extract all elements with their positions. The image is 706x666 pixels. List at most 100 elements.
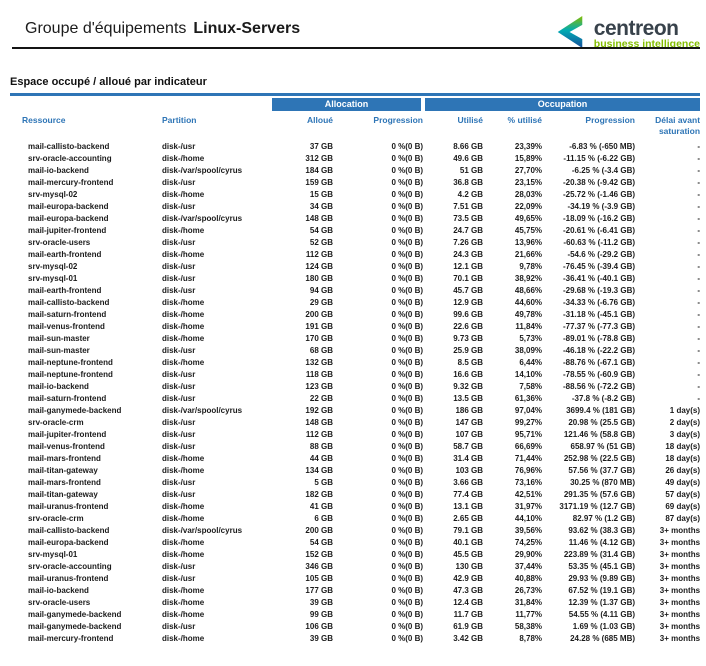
cell-saturation-delay: - [697, 238, 701, 247]
cell-partition: disk-/usr [162, 262, 196, 271]
table-row: mail-mercury-frontend disk-/home 39 GB 0 %(… [10, 633, 700, 645]
cell-partition: disk-/home [162, 610, 205, 619]
table-row: mail-titan-gateway disk-/home 134 GB 0 %(0 … [10, 465, 700, 477]
cell-resource: mail-callisto-backend [28, 526, 110, 535]
cell-allocated: 191 GB [305, 322, 333, 331]
cell-partition: disk-/home [162, 226, 205, 235]
cell-allocated: 52 GB [309, 238, 333, 247]
cell-partition: disk-/home [162, 598, 205, 607]
cell-alloc-progression: 0 %(0 B) [391, 478, 424, 487]
cell-occ-progression: -60.63 % (-11.2 GB) [563, 238, 636, 247]
cell-used-percent: 49,78% [514, 310, 543, 319]
cell-used: 51 GB [459, 166, 484, 175]
cell-occ-progression: -11.15 % (-6.22 GB) [563, 154, 636, 163]
cell-resource: mail-io-backend [28, 166, 89, 175]
logo-text: centreon business intelligence [594, 18, 700, 50]
cell-saturation-delay: - [697, 214, 701, 223]
cell-used-percent: 15,89% [514, 154, 543, 163]
cell-allocated: 15 GB [309, 190, 333, 199]
table-row: mail-io-backend disk-/var/spool/cyrus 184 … [10, 165, 700, 177]
cell-used-percent: 8,78% [519, 634, 543, 643]
cell-used-percent: 38,09% [514, 346, 543, 355]
cell-saturation-delay: 3+ months [659, 586, 701, 595]
table-row: mail-europa-backend disk-/var/spool/cyrus… [10, 213, 700, 225]
cell-occ-progression: -36.41 % (-40.1 GB) [562, 274, 636, 283]
cell-resource: mail-neptune-frontend [28, 358, 113, 367]
cell-alloc-progression: 0 %(0 B) [391, 526, 424, 535]
cell-used: 40.1 GB [453, 538, 484, 547]
cell-resource: mail-mars-frontend [28, 454, 101, 463]
cell-occ-progression: 252.98 % (22.5 GB) [563, 454, 636, 463]
indicator-table: Allocation Occupation Ressource Partitio… [10, 98, 701, 645]
cell-used-percent: 71,44% [514, 454, 543, 463]
cell-resource: mail-sun-master [28, 334, 90, 343]
table-row: mail-mars-frontend disk-/usr 5 GB 0 %(0 B) 3… [10, 477, 700, 489]
column-header-used: Utilisé [457, 115, 484, 125]
cell-resource: mail-europa-backend [28, 538, 109, 547]
cell-used: 7.26 GB [453, 238, 484, 247]
cell-resource: mail-callisto-backend [28, 298, 110, 307]
cell-occ-progression: -76.45 % (-39.4 GB) [562, 262, 636, 271]
cell-allocated: 132 GB [305, 358, 333, 367]
cell-partition: disk-/usr [162, 562, 196, 571]
cell-resource: mail-io-backend [28, 382, 89, 391]
cell-saturation-delay: - [697, 178, 701, 187]
column-header-allocated: Alloué [307, 115, 333, 125]
cell-used-percent: 58,38% [514, 622, 543, 631]
cell-alloc-progression: 0 %(0 B) [391, 466, 424, 475]
cell-used-percent: 28,03% [514, 190, 543, 199]
cell-occ-progression: 3699.4 % (181 GB) [566, 406, 636, 415]
cell-occ-progression: -20.38 % (-9.42 GB) [562, 178, 636, 187]
cell-saturation-delay: 87 day(s) [665, 514, 701, 523]
cell-saturation-delay: 2 day(s) [669, 418, 701, 427]
group-header-spacer [10, 98, 272, 111]
cell-resource: mail-uranus-frontend [28, 502, 109, 511]
cell-saturation-delay: 3+ months [659, 598, 701, 607]
cell-alloc-progression: 0 %(0 B) [391, 574, 424, 583]
table-row: mail-jupiter-frontend disk-/home 54 GB 0 %(… [10, 225, 700, 237]
cell-resource: srv-oracle-accounting [28, 154, 112, 163]
cell-occ-progression: 1.69 % (1.03 GB) [572, 622, 636, 631]
cell-used: 12.1 GB [453, 262, 484, 271]
cell-saturation-delay: - [697, 142, 701, 151]
cell-used-percent: 44,10% [514, 514, 543, 523]
cell-alloc-progression: 0 %(0 B) [391, 586, 424, 595]
cell-resource: mail-venus-frontend [28, 322, 105, 331]
cell-saturation-delay: - [697, 382, 701, 391]
cell-used: 8.66 GB [453, 142, 484, 151]
cell-saturation-delay: 3+ months [659, 550, 701, 559]
column-header-occ-progression: Progression [585, 115, 636, 125]
cell-occ-progression: 20.98 % (25.5 GB) [568, 418, 636, 427]
cell-saturation-delay: 3 day(s) [669, 430, 701, 439]
table-row: srv-mysql-01 disk-/home 152 GB 0 %(0 B) 45.5… [10, 549, 700, 561]
cell-allocated: 54 GB [309, 538, 333, 547]
cell-resource: srv-oracle-crm [28, 514, 84, 523]
table-row: mail-europa-backend disk-/home 54 GB 0 %(0 … [10, 537, 700, 549]
cell-occ-progression: -89.01 % (-78.8 GB) [562, 334, 636, 343]
cell-saturation-delay: - [697, 358, 701, 367]
cell-resource: srv-oracle-crm [28, 418, 84, 427]
cell-alloc-progression: 0 %(0 B) [391, 226, 424, 235]
cell-saturation-delay: 3+ months [659, 634, 701, 643]
cell-saturation-delay: 3+ months [659, 622, 701, 631]
cell-occ-progression: 67.52 % (19.1 GB) [568, 586, 636, 595]
cell-alloc-progression: 0 %(0 B) [391, 382, 424, 391]
cell-used: 16.6 GB [453, 370, 484, 379]
table-row: mail-sun-master disk-/usr 68 GB 0 %(0 B) 25.… [10, 345, 700, 357]
cell-allocated: 37 GB [309, 142, 333, 151]
cell-resource: mail-titan-gateway [28, 466, 98, 475]
cell-resource: mail-io-backend [28, 586, 89, 595]
cell-partition: disk-/home [162, 322, 205, 331]
cell-partition: disk-/home [162, 154, 205, 163]
cell-saturation-delay: - [697, 346, 701, 355]
cell-saturation-delay: 3+ months [659, 562, 701, 571]
cell-partition: disk-/home [162, 586, 205, 595]
cell-allocated: 148 GB [305, 418, 333, 427]
cell-saturation-delay: - [697, 334, 701, 343]
cell-saturation-delay: - [697, 250, 701, 259]
cell-used-percent: 45,75% [514, 226, 543, 235]
cell-used-percent: 39,56% [514, 526, 543, 535]
cell-allocated: 177 GB [305, 586, 333, 595]
table-row: mail-europa-backend disk-/usr 34 GB 0 %(0 B… [10, 201, 700, 213]
cell-used: 45.7 GB [453, 286, 484, 295]
